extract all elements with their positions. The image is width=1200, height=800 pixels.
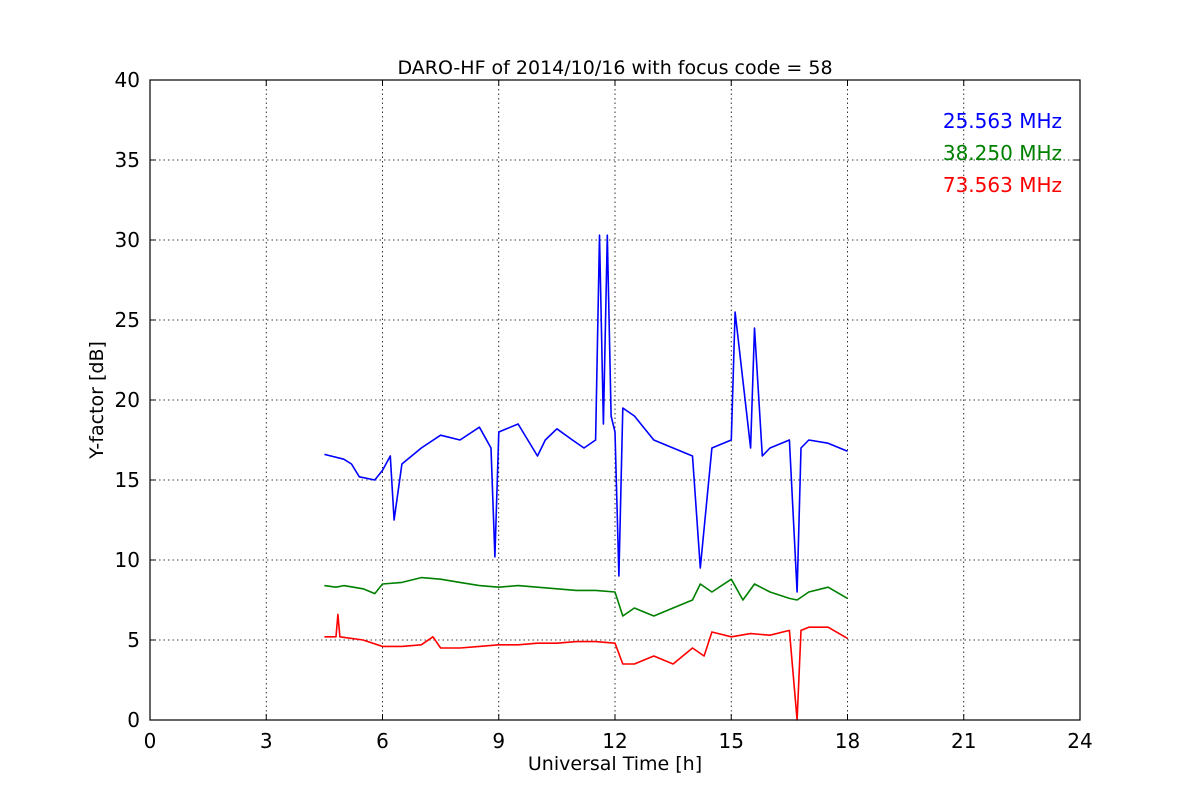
x-axis-label: Universal Time [h]	[528, 753, 702, 775]
series-layer	[324, 234, 848, 721]
x-tick-label: 0	[144, 729, 157, 753]
series-line-2	[324, 576, 848, 617]
y-tick-label: 0	[127, 708, 140, 732]
x-tick-label: 24	[1067, 729, 1092, 753]
x-tick-label: 21	[951, 729, 976, 753]
y-tick-label: 15	[115, 468, 140, 492]
grid-lines	[150, 80, 1080, 720]
y-tick-label: 40	[115, 68, 140, 92]
series-line-1	[324, 234, 848, 593]
series-line-3	[324, 613, 848, 721]
x-tick-label: 12	[602, 729, 627, 753]
x-tick-label: 6	[376, 729, 389, 753]
y-tick-label: 10	[115, 548, 140, 572]
y-tick-label: 5	[127, 628, 140, 652]
y-tick-label: 30	[115, 228, 140, 252]
x-tick-label: 3	[260, 729, 273, 753]
y-tick-label: 35	[115, 148, 140, 172]
legend-entry-2: 38.250 MHz	[943, 141, 1062, 165]
legend-entry-3: 73.563 MHz	[943, 173, 1062, 197]
y-tick-label: 20	[115, 388, 140, 412]
legend: 25.563 MHz 38.250 MHz 73.563 MHz	[943, 109, 1062, 197]
legend-entry-1: 25.563 MHz	[943, 109, 1062, 133]
axis-ticks: 0 3 6 9 12 15 18 21 24 0 5 10 15 20 25 30 35 40	[115, 68, 1093, 753]
x-tick-label: 18	[835, 729, 860, 753]
x-tick-label: 15	[719, 729, 744, 753]
chart-title: DARO-HF of 2014/10/16 with focus code = …	[397, 57, 832, 79]
y-axis-label: Y-factor [dB]	[86, 341, 108, 460]
y-tick-label: 25	[115, 308, 140, 332]
x-tick-label: 9	[492, 729, 505, 753]
